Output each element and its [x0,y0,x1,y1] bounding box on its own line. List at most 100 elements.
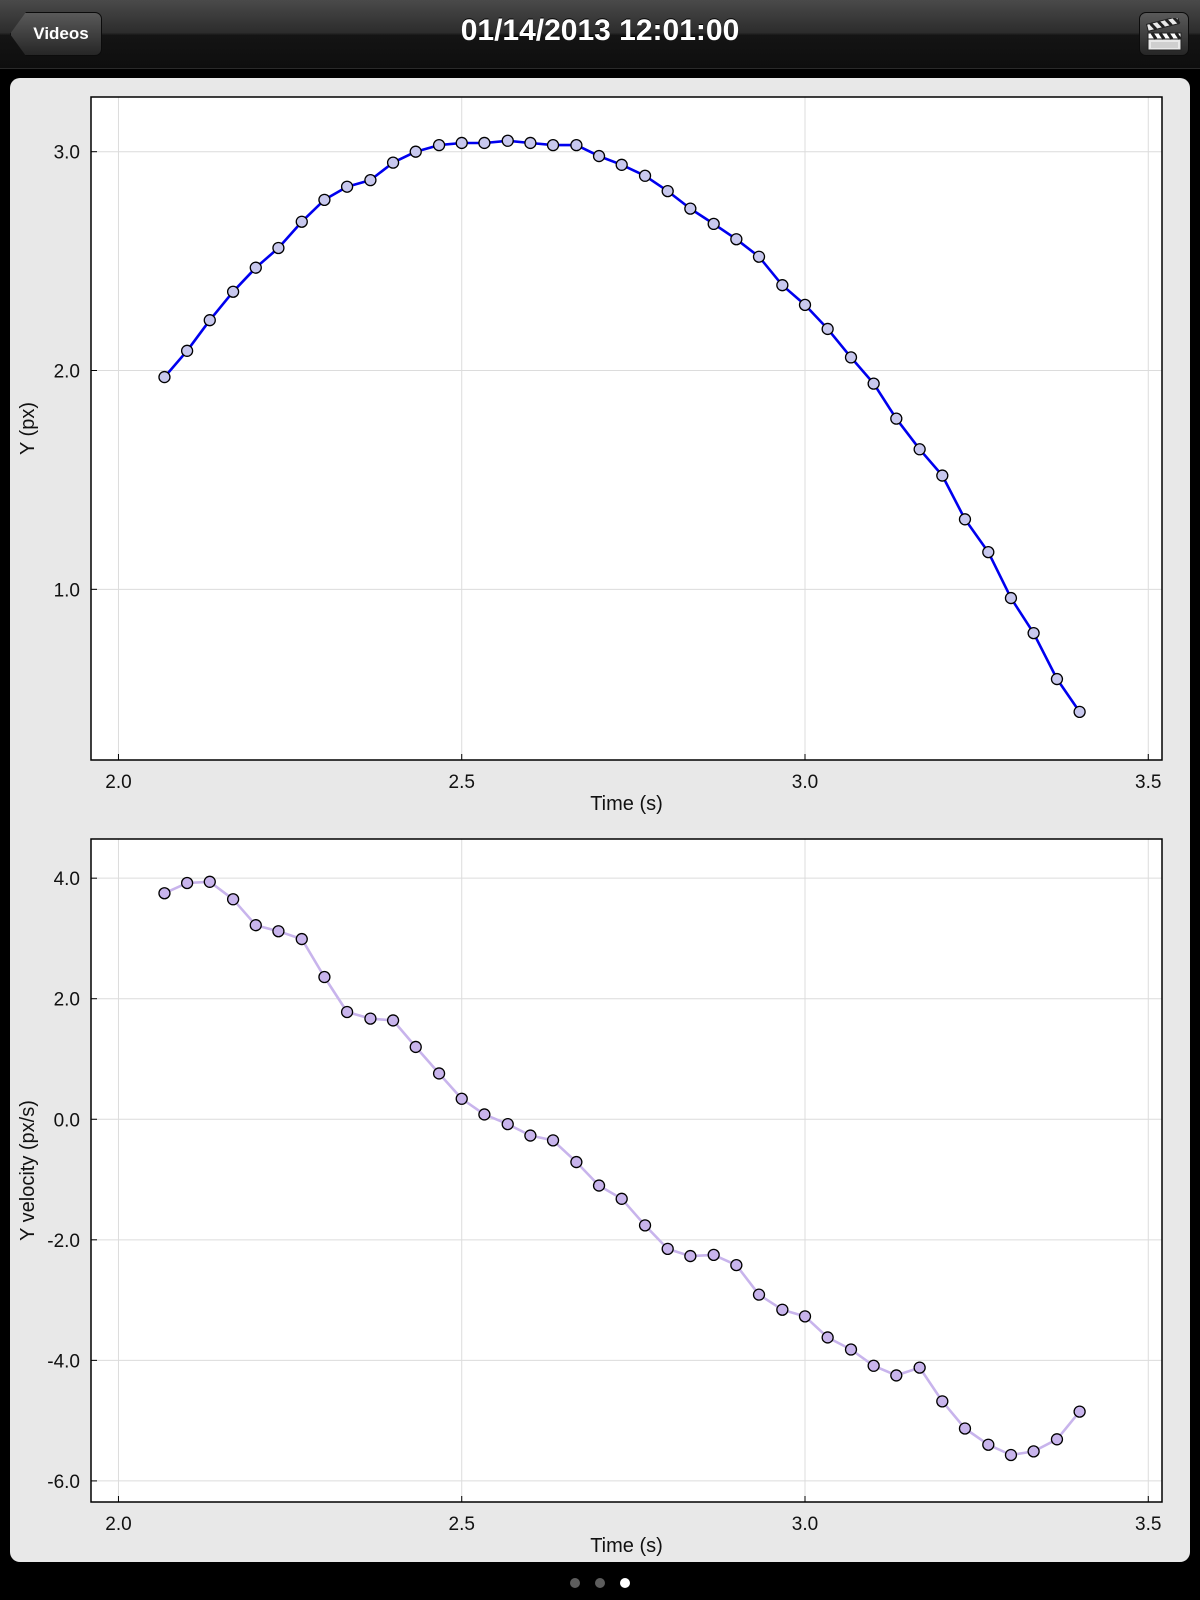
x-tick-label: 2.5 [449,772,475,793]
data-point [1050,672,1064,686]
data-point [295,932,308,946]
data-point [455,1092,468,1105]
data-point [272,241,285,255]
page-dot-3[interactable] [620,1578,630,1588]
data-point [982,1438,995,1451]
data-point [867,1359,880,1372]
data-point [455,136,468,150]
back-button-videos[interactable]: Videos [10,12,102,56]
data-point [501,134,514,147]
x-tick-label: 2.0 [105,1514,131,1535]
data-point [318,970,331,984]
plot-frame [90,96,1163,761]
plot-frame [90,838,1163,1503]
data-point [615,158,628,171]
x-tick-label: 3.5 [1135,772,1161,793]
data-point [1027,626,1040,640]
data-point [226,893,240,906]
data-point [684,1249,697,1263]
data-point [890,1369,903,1382]
page-dot-1[interactable] [570,1578,580,1588]
data-point [821,322,834,336]
y-tick-label: 3.0 [54,143,80,164]
x-tick-label: 3.0 [792,772,818,793]
data-point [386,156,400,169]
y-tick-label: 0.0 [54,1110,80,1131]
data-point [386,1014,400,1027]
data-point [752,1288,766,1301]
data-point [592,1179,606,1192]
data-point [272,925,285,938]
y-axis-label: Y (px) [17,402,39,455]
y-tick-label: -4.0 [47,1351,80,1372]
data-point [958,1422,972,1435]
chart-2: 2.0 2.5 3.0 3.5 -6.0 -4.0 -2.0 0.0 2.0 4.0 Time (s… [17,838,1163,1557]
data-point [1050,1433,1064,1446]
data-point [295,215,308,228]
data-point [158,887,171,900]
data-point [432,138,446,152]
page-dot-2[interactable] [595,1578,605,1588]
data-point [1004,591,1018,605]
data-point [546,138,560,152]
data-point [409,145,422,158]
data-point [798,1310,812,1323]
y-tick-label: 2.0 [54,362,80,383]
data-point [707,1248,720,1262]
data-point [1004,1448,1018,1462]
data-point [180,876,194,890]
plot-area [91,97,1162,760]
data-point [638,169,652,182]
page-title: 01/14/2013 12:01:00 [460,14,740,47]
data-point [776,279,789,292]
data-point [432,1067,446,1080]
x-tick-label: 2.5 [449,1514,475,1535]
videos-action-button[interactable] [1139,12,1189,56]
data-point [364,173,377,187]
data-point [203,875,216,888]
x-axis-label: Time (s) [590,793,663,815]
page-indicator[interactable] [0,1578,1200,1590]
data-point [570,138,583,152]
data-point [936,1395,949,1408]
data-point [158,370,171,384]
charts-panel: 2.0 2.5 3.0 3.5 1.0 2.0 3.0 Time (s) Y (px) 2.0 2.… [10,78,1190,1562]
data-point [340,1005,354,1019]
data-point [592,149,606,163]
data-point [318,193,331,206]
data-point [776,1303,789,1316]
data-point [661,1242,674,1256]
navigation-bar: Videos 01/14/2013 12:01:00 [0,0,1200,69]
chart-1: 2.0 2.5 3.0 3.5 1.0 2.0 3.0 Time (s) Y (px) [17,96,1163,815]
data-point [409,1040,422,1054]
data-point [798,298,812,312]
y-axis-label: Y velocity (px/s) [17,1100,39,1241]
x-axis-label: Time (s) [590,1535,663,1557]
data-point [844,351,858,364]
y-tick-label: 2.0 [54,990,80,1011]
data-point [524,136,537,150]
data-point [1027,1445,1040,1458]
y-tick-label: 1.0 [54,580,80,601]
data-point [203,314,216,327]
data-point [730,233,743,246]
y-tick-label: 4.0 [54,869,80,890]
data-point [844,1343,858,1356]
data-point [1073,1405,1086,1418]
data-point [707,217,720,231]
data-point [340,180,354,193]
data-point [730,1258,743,1272]
data-point [913,1361,926,1374]
data-point [821,1331,834,1344]
x-tick-label: 2.0 [105,772,131,793]
data-point [524,1129,537,1142]
data-point [684,202,697,215]
data-point [752,250,766,263]
data-point [1073,705,1086,719]
data-point [661,184,674,198]
clapperboard-icon [1146,18,1182,51]
data-point [180,344,194,357]
data-point [478,136,491,150]
data-point [364,1012,377,1025]
